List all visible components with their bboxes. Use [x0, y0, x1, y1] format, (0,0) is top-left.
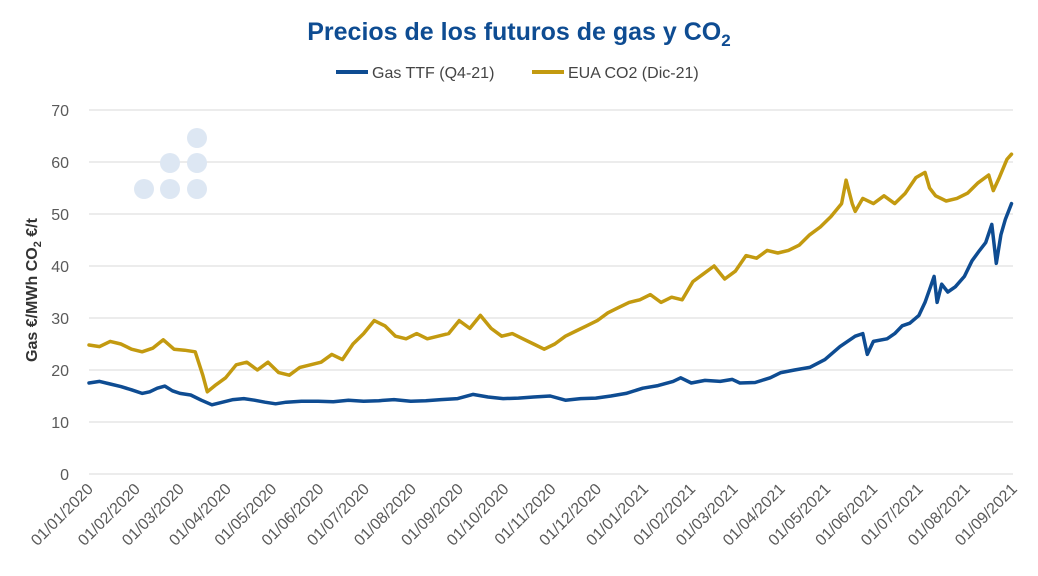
y-tick-label: 30: [51, 311, 69, 328]
series-line-gas-ttf: [87, 201, 1014, 407]
legend: Gas TTF (Q4-21) EUA CO2 (Dic-21): [336, 65, 699, 82]
chart-title: Precios de los futuros de gas y CO2: [307, 18, 730, 50]
x-axis-ticks: 01/01/202001/02/202001/03/202001/04/2020…: [28, 481, 1021, 550]
y-tick-label: 40: [51, 259, 69, 276]
y-tick-label: 10: [51, 415, 69, 432]
logo-watermark: [134, 128, 207, 199]
y-tick-label: 0: [60, 467, 69, 484]
series-lines: [87, 152, 1014, 407]
y-tick-label: 60: [51, 155, 69, 172]
legend-label-gas: Gas TTF (Q4-21): [372, 65, 494, 82]
y-axis-ticks: 0 10 20 30 40 50 60 70: [51, 103, 69, 484]
y-tick-label: 50: [51, 207, 69, 224]
gridlines: [89, 109, 1013, 475]
series-line-eua-co2: [87, 152, 1014, 394]
legend-label-co2: EUA CO2 (Dic-21): [568, 65, 699, 82]
y-tick-label: 20: [51, 363, 69, 380]
y-tick-label: 70: [51, 103, 69, 120]
y-axis-label: Gas €/MWh CO2 €/t: [24, 217, 44, 362]
